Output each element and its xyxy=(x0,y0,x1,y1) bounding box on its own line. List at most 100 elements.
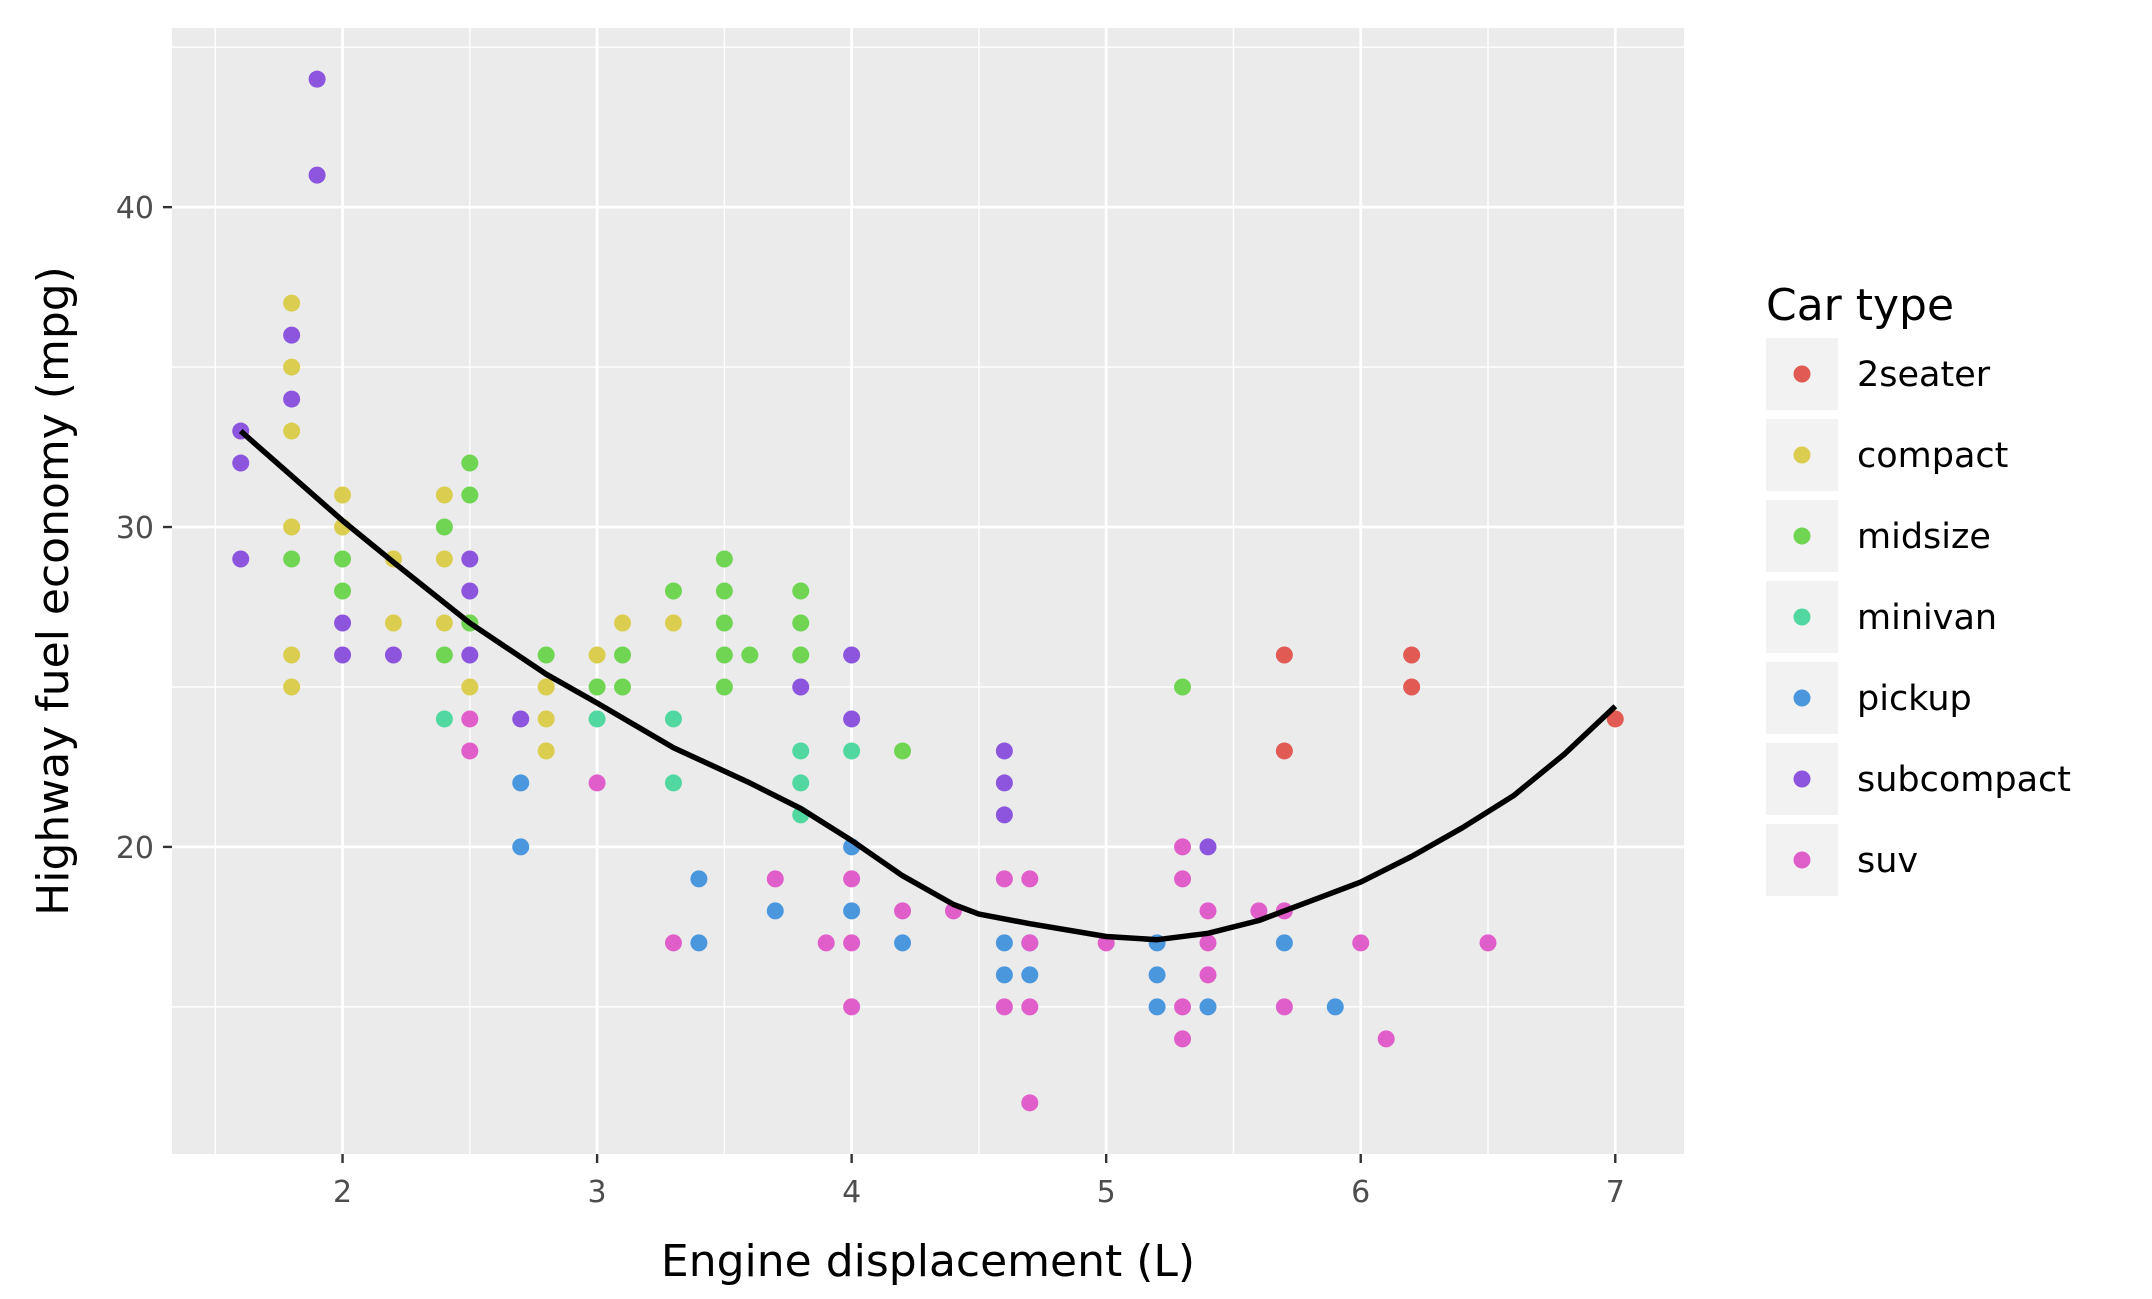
data-point xyxy=(1174,838,1192,856)
data-point xyxy=(461,678,479,696)
data-point xyxy=(588,774,606,792)
tick-labels: 2 3 4 5 6 7 20 30 40 xyxy=(116,191,1625,1210)
data-point xyxy=(232,550,250,568)
y-tick-label: 40 xyxy=(116,191,154,226)
data-point xyxy=(334,646,352,664)
data-point xyxy=(308,166,326,184)
data-point xyxy=(283,646,301,664)
data-point xyxy=(995,934,1013,952)
data-point xyxy=(334,614,352,632)
data-point xyxy=(384,646,402,664)
data-point xyxy=(843,902,861,920)
smooth-line-layer xyxy=(238,429,1618,943)
legend-key-marker xyxy=(1793,770,1811,788)
data-point xyxy=(664,774,682,792)
legend-label: compact xyxy=(1857,436,2008,476)
data-point xyxy=(461,710,479,728)
data-point xyxy=(334,582,352,600)
data-point xyxy=(334,550,352,568)
data-point xyxy=(1199,966,1217,984)
legend-key-marker xyxy=(1793,365,1811,383)
legend-title: Car type xyxy=(1766,280,1954,331)
data-point xyxy=(1377,1030,1395,1048)
data-point xyxy=(1021,998,1039,1016)
data-point xyxy=(894,742,912,760)
y-axis-title: Highway fuel economy (mpg) xyxy=(28,266,79,916)
data-point xyxy=(741,646,759,664)
plot-panel xyxy=(172,28,1684,1154)
legend-key-marker xyxy=(1793,689,1811,707)
legend-label: midsize xyxy=(1857,517,1991,557)
data-point xyxy=(1199,934,1217,952)
data-point xyxy=(1403,678,1421,696)
data-point xyxy=(1606,710,1624,728)
data-point xyxy=(843,742,861,760)
data-point xyxy=(614,614,632,632)
series-minivan xyxy=(435,710,861,824)
legend-item-pickup: pickup xyxy=(1766,662,1972,734)
legend-item-minivan: minivan xyxy=(1766,581,1997,653)
data-point xyxy=(1352,934,1370,952)
x-tick-label: 2 xyxy=(333,1175,352,1210)
data-point xyxy=(435,518,453,536)
series-2seater xyxy=(1275,646,1624,760)
legend-item-midsize: midsize xyxy=(1766,500,1991,572)
data-point xyxy=(995,774,1013,792)
data-point xyxy=(766,870,784,888)
data-point xyxy=(435,614,453,632)
data-point xyxy=(588,646,606,664)
data-point xyxy=(232,454,250,472)
legend-item-suv: suv xyxy=(1766,824,1918,896)
legend-key-marker xyxy=(1793,446,1811,464)
data-point xyxy=(537,742,555,760)
x-tick-label: 7 xyxy=(1606,1175,1625,1210)
data-point xyxy=(1199,902,1217,920)
data-point xyxy=(1174,870,1192,888)
data-point xyxy=(384,614,402,632)
data-point xyxy=(512,710,530,728)
data-point xyxy=(1275,742,1293,760)
data-point xyxy=(715,614,733,632)
data-point xyxy=(715,582,733,600)
data-point xyxy=(308,70,326,88)
data-point xyxy=(614,678,632,696)
data-point xyxy=(1250,902,1268,920)
data-point xyxy=(1275,646,1293,664)
legend-label: subcompact xyxy=(1857,760,2071,800)
data-point xyxy=(1275,998,1293,1016)
data-point xyxy=(588,678,606,696)
data-point xyxy=(1021,934,1039,952)
data-point xyxy=(1199,998,1217,1016)
data-point xyxy=(1403,646,1421,664)
data-point xyxy=(1479,934,1497,952)
legend-key-marker xyxy=(1793,608,1811,626)
axis-ticks xyxy=(163,205,1617,1163)
data-point xyxy=(283,422,301,440)
data-point xyxy=(334,486,352,504)
data-point xyxy=(1148,966,1166,984)
data-point xyxy=(283,518,301,536)
data-point xyxy=(843,870,861,888)
data-point xyxy=(283,358,301,376)
data-point xyxy=(283,678,301,696)
data-point xyxy=(792,582,810,600)
legend-label: suv xyxy=(1857,841,1918,881)
data-point xyxy=(690,870,708,888)
legend-key-marker xyxy=(1793,527,1811,545)
data-point xyxy=(995,966,1013,984)
data-point xyxy=(1021,966,1039,984)
x-tick-label: 5 xyxy=(1097,1175,1116,1210)
data-point xyxy=(1275,934,1293,952)
data-point xyxy=(894,902,912,920)
data-point xyxy=(715,550,733,568)
data-point xyxy=(1021,1094,1039,1112)
data-point xyxy=(1021,870,1039,888)
data-point xyxy=(690,934,708,952)
data-point xyxy=(461,646,479,664)
x-axis-title: Engine displacement (L) xyxy=(661,1236,1195,1287)
data-point xyxy=(461,486,479,504)
data-point xyxy=(843,934,861,952)
data-point xyxy=(537,678,555,696)
x-tick-label: 3 xyxy=(588,1175,607,1210)
